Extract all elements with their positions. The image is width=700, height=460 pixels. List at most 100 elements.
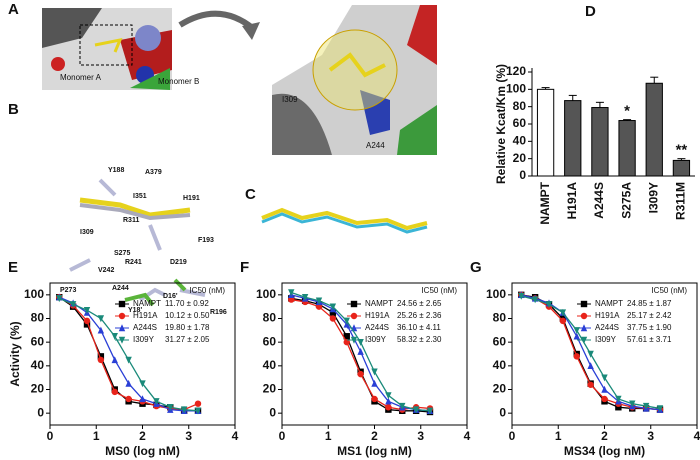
- marker: [343, 317, 350, 325]
- legend-label: A244S: [133, 323, 157, 332]
- legend-marker: [350, 336, 358, 344]
- x-tick-label: 0: [509, 429, 516, 443]
- marker: [531, 296, 539, 304]
- legend-ic50: 36.10 ± 4.11: [397, 323, 441, 332]
- x-tick-label: 3: [417, 429, 424, 443]
- bar: [536, 88, 555, 177]
- panel-letter: D: [585, 3, 596, 20]
- legend-ic50: 19.80 ± 1.78: [165, 323, 210, 332]
- y-tick-label: 80: [513, 99, 527, 113]
- legend-label: I309Y: [365, 335, 387, 344]
- legend-marker: [580, 312, 588, 320]
- x-axis-label: MS1 (log nM): [337, 444, 412, 458]
- y-tick-label: 40: [513, 134, 527, 148]
- y-tick-label: 20: [31, 382, 45, 396]
- marker: [385, 404, 392, 411]
- structure-label: I309: [80, 229, 94, 236]
- marker: [343, 333, 350, 340]
- marker: [601, 385, 608, 393]
- marker: [656, 405, 664, 413]
- legend-marker: [580, 324, 588, 332]
- marker: [97, 356, 105, 364]
- marker: [83, 317, 91, 325]
- legend-label: H191A: [595, 311, 620, 320]
- legend-title: IC50 (nM): [421, 286, 457, 295]
- panel-letter: A: [8, 1, 19, 18]
- panel-letter: E: [8, 259, 18, 276]
- y-tick-label: 0: [499, 405, 506, 419]
- legend-ic50: 37.75 ± 1.90: [627, 323, 672, 332]
- legend-marker: [580, 336, 588, 344]
- marker: [343, 338, 350, 346]
- x-tick-label: 3: [647, 429, 654, 443]
- legend-marker: [580, 300, 588, 308]
- marker: [357, 338, 364, 346]
- x-tick-label: I309Y: [646, 182, 660, 213]
- panel-letter: B: [8, 101, 19, 118]
- marker: [399, 402, 406, 410]
- marker: [371, 368, 378, 376]
- marker: [587, 350, 594, 358]
- marker: [601, 374, 608, 382]
- marker: [559, 309, 567, 317]
- structure-label: Y188: [108, 167, 124, 174]
- marker: [315, 297, 323, 305]
- legend-ic50: 10.12 ± 0.50: [165, 311, 210, 320]
- x-tick-label: 2: [601, 429, 608, 443]
- structure-label: I351: [133, 193, 147, 200]
- y-tick-label: 40: [31, 358, 45, 372]
- legend-label: NAMPT: [133, 299, 161, 308]
- structure-label: S275: [114, 250, 130, 257]
- legend-ic50: 25.26 ± 2.36: [397, 311, 442, 320]
- x-tick-label: NAMPT: [538, 181, 552, 224]
- structure-label: A244: [112, 285, 129, 292]
- y-tick-label: 100: [486, 287, 506, 301]
- y-tick-label: 100: [506, 82, 526, 96]
- marker: [629, 400, 636, 408]
- legend-marker: [350, 312, 358, 320]
- structure-label: F193: [198, 237, 214, 244]
- marker: [642, 402, 650, 410]
- y-tick-label: 100: [256, 287, 276, 301]
- x-tick-label: 4: [464, 429, 471, 443]
- x-tick-label: 4: [694, 429, 700, 443]
- structure-label: Y18': [128, 307, 142, 314]
- marker: [385, 392, 392, 400]
- marker: [573, 353, 580, 360]
- marker: [518, 292, 525, 300]
- marker: [329, 303, 337, 311]
- legend-label: NAMPT: [365, 299, 393, 308]
- marker: [587, 362, 594, 370]
- legend-ic50: 11.70 ± 0.92: [165, 299, 209, 308]
- legend-label: I309Y: [133, 335, 155, 344]
- y-tick-label: 80: [31, 311, 45, 325]
- legend-ic50: 24.85 ± 1.87: [627, 299, 672, 308]
- marker: [125, 379, 132, 387]
- marker: [194, 407, 202, 415]
- legend-marker: [118, 312, 126, 320]
- marker: [371, 379, 378, 387]
- marker: [615, 395, 622, 403]
- x-axis-label: MS34 (log nM): [564, 444, 645, 458]
- x-tick-label: 1: [325, 429, 332, 443]
- x-tick-label: 1: [555, 429, 562, 443]
- legend-label: A244S: [365, 323, 389, 332]
- legend-label: H191A: [133, 311, 158, 320]
- marker: [83, 307, 91, 314]
- structure-label: H191: [183, 195, 200, 202]
- x-tick-label: R311M: [674, 182, 688, 220]
- marker: [329, 315, 337, 322]
- marker: [97, 326, 105, 334]
- marker: [194, 400, 202, 407]
- bar: [564, 100, 582, 177]
- y-tick-label: 0: [269, 405, 276, 419]
- structure-label: Monomer B: [158, 77, 199, 86]
- marker: [559, 317, 567, 325]
- x-tick-label: 2: [371, 429, 378, 443]
- marker: [357, 370, 364, 378]
- legend-title: IC50 (nM): [189, 286, 225, 295]
- y-tick-label: 40: [493, 358, 507, 372]
- x-tick-label: 0: [47, 429, 54, 443]
- x-tick-label: H191A: [565, 182, 579, 220]
- x-axis-label: MS0 (log nM): [105, 444, 180, 458]
